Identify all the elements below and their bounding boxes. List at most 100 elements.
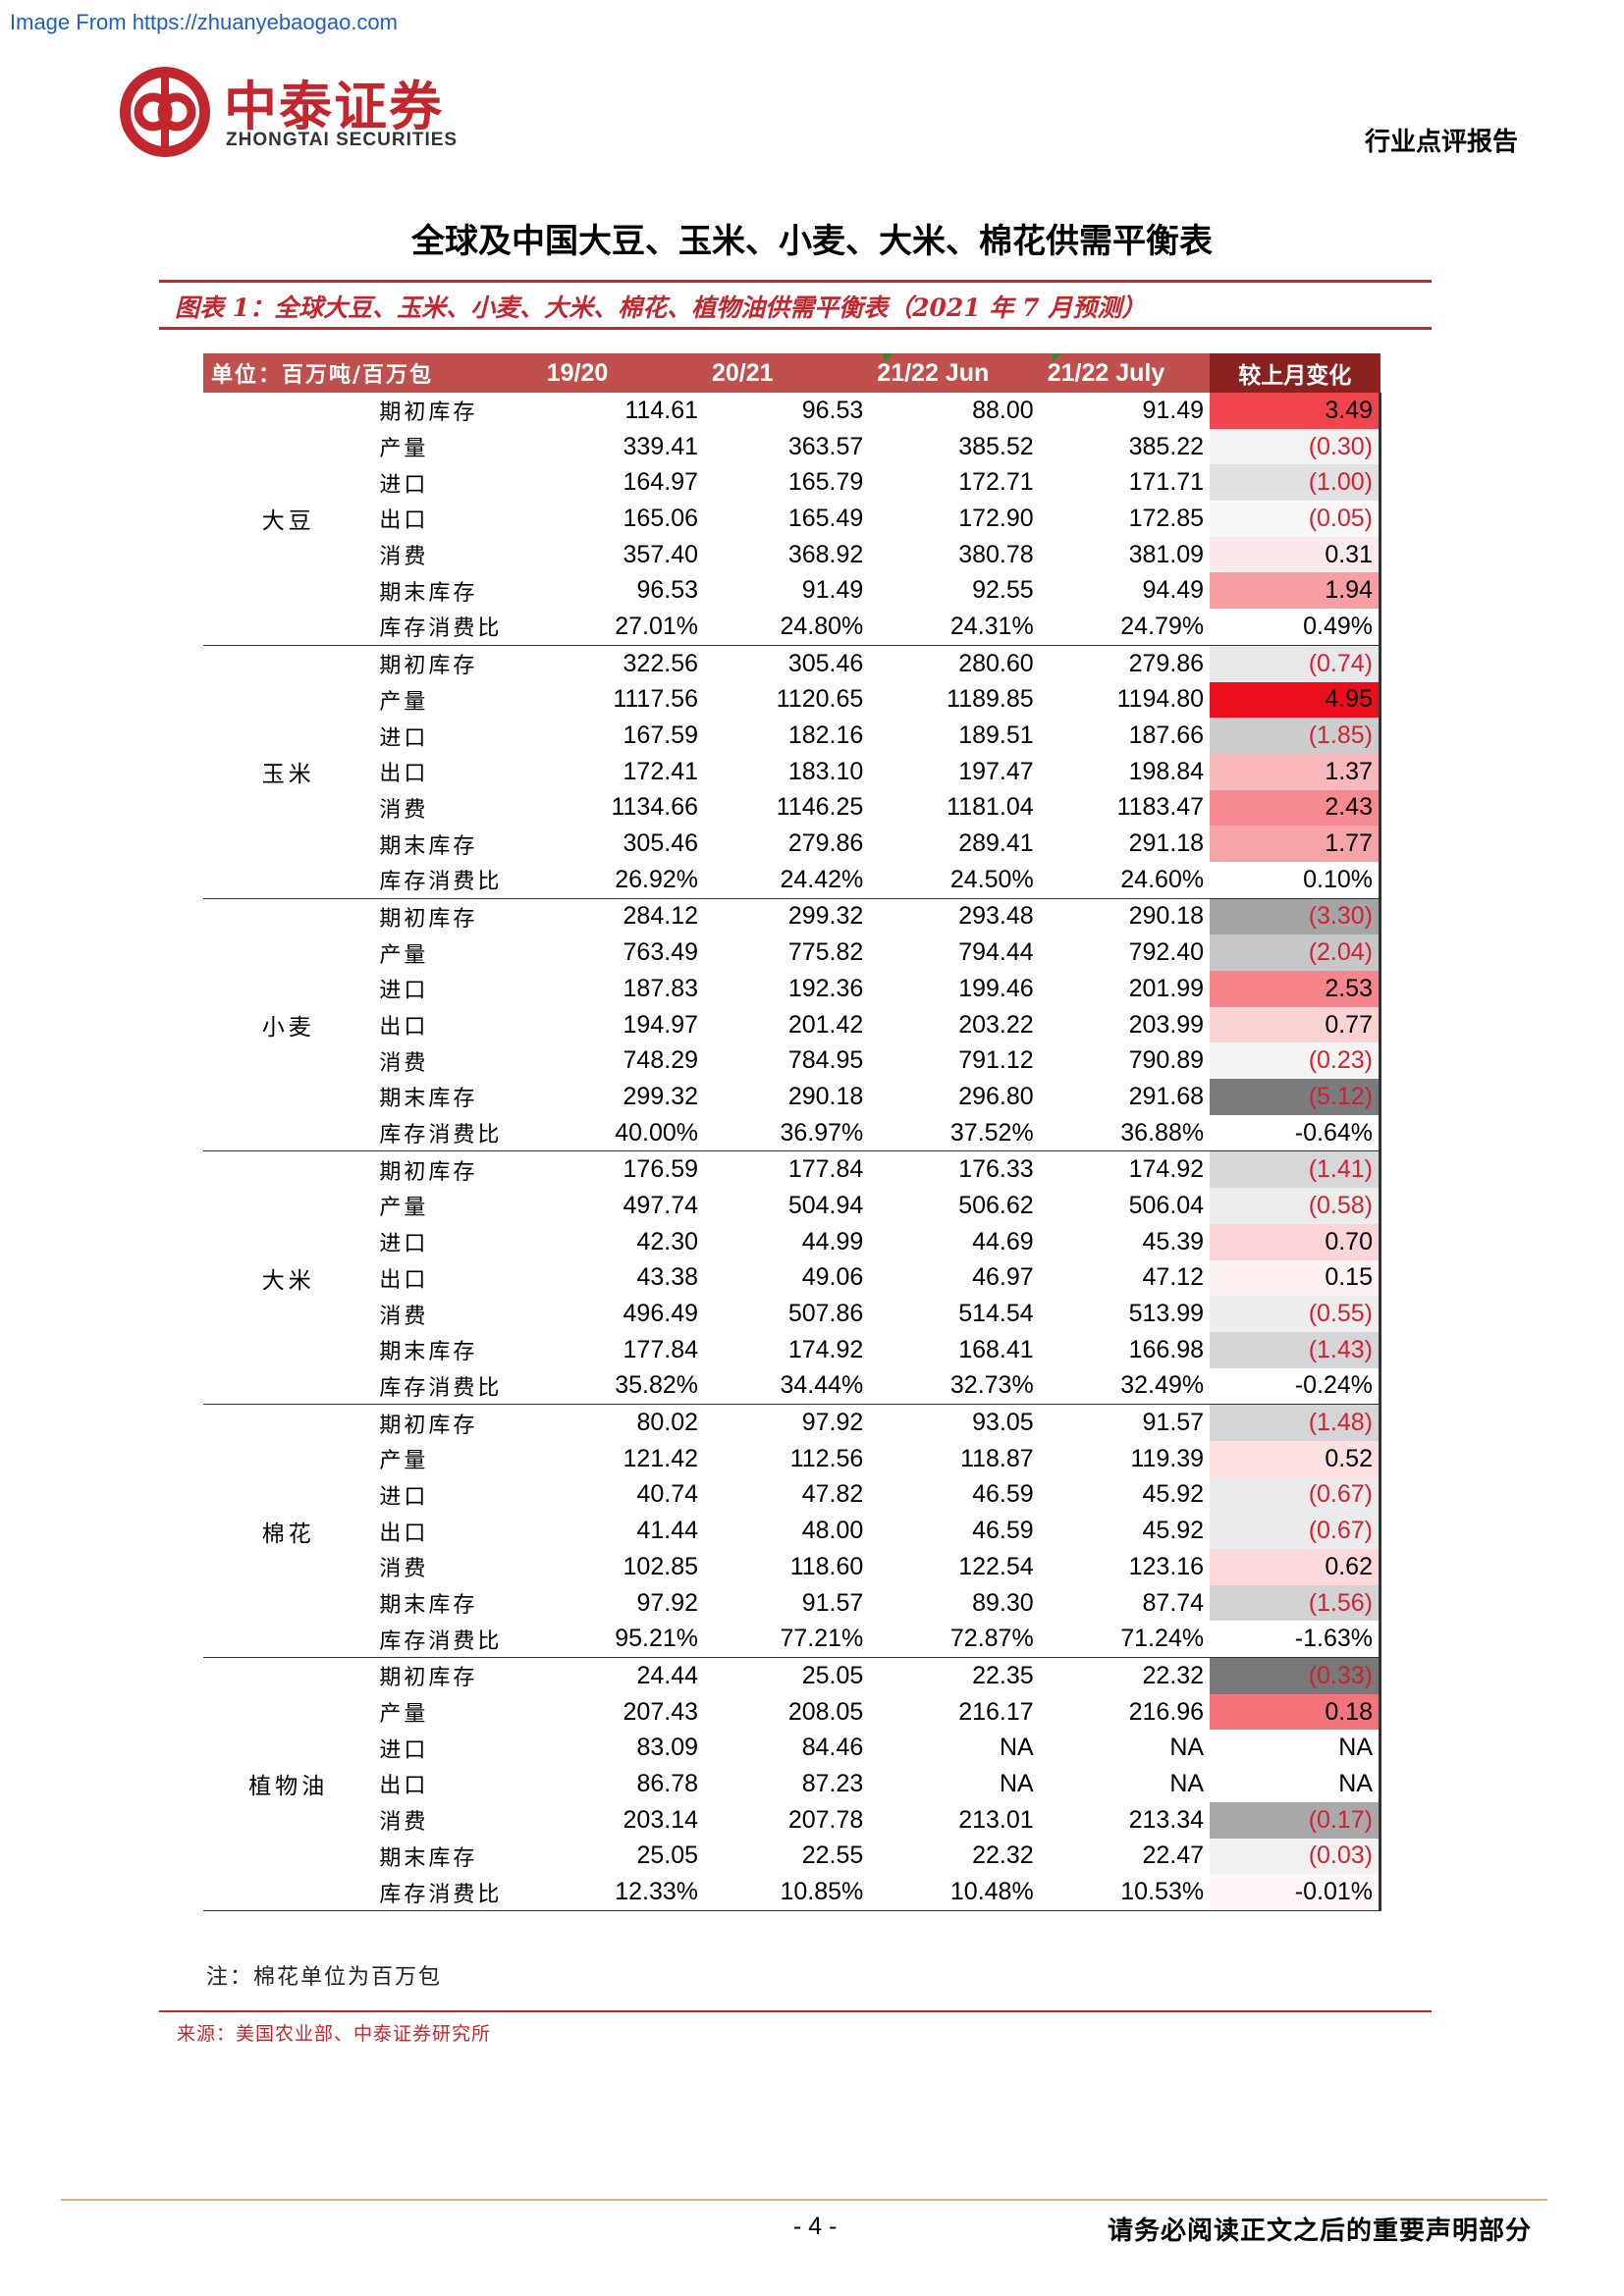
value-1920: 763.49 bbox=[623, 938, 698, 967]
value-2021: 363.57 bbox=[787, 432, 864, 460]
value-change: 0.49% bbox=[1210, 609, 1382, 646]
value-1920: 95.21% bbox=[538, 1621, 704, 1659]
table-header-row: 单位：百万吨/百万包 19/20 20/21 21/22 Jun 21/22 J… bbox=[203, 353, 1380, 393]
value-change: (0.33) bbox=[1210, 1657, 1382, 1694]
row-item-label: 出口 bbox=[379, 1774, 429, 1799]
table-row: 大豆 期初库存 114.61 96.53 88.00 91.49 3.49 bbox=[203, 393, 1382, 646]
value-change: 3.49 bbox=[1210, 393, 1382, 429]
value-2122-july: 172.85 bbox=[1128, 504, 1205, 532]
value-2122-july: 290.18 bbox=[1128, 902, 1205, 931]
value-2122-july: 36.88% bbox=[1039, 1114, 1211, 1152]
value-2122-jun: 168.41 bbox=[958, 1335, 1034, 1363]
value-2021: 174.92 bbox=[787, 1335, 864, 1363]
value-2122-july: 94.49 bbox=[1142, 576, 1205, 605]
source-url-line[interactable]: Image From https://zhuanyebaogao.com bbox=[10, 10, 398, 34]
comment-marker-icon bbox=[1053, 353, 1061, 362]
row-item-label: 期末库存 bbox=[379, 1340, 478, 1365]
value-2122-jun: 296.80 bbox=[958, 1082, 1034, 1110]
value-2122-jun: 32.73% bbox=[869, 1367, 1040, 1406]
table-row: 期末库存 97.92 91.57 89.30 87.74 (1.56) bbox=[203, 1584, 1382, 1622]
row-item-label: 产量 bbox=[379, 689, 429, 715]
value-2122-jun: 24.31% bbox=[869, 609, 1040, 646]
value-2122-jun: 122.54 bbox=[958, 1552, 1034, 1580]
value-2021: 22.55 bbox=[801, 1842, 864, 1870]
value-2122-july: NA bbox=[1169, 1769, 1205, 1797]
value-change: -0.24% bbox=[1210, 1367, 1382, 1406]
value-2021: 96.53 bbox=[801, 396, 864, 424]
value-2122-july: 71.24% bbox=[1039, 1621, 1211, 1659]
row-item-label: 库存消费比 bbox=[373, 1367, 539, 1406]
value-2122-july: 201.99 bbox=[1128, 974, 1205, 1002]
value-1920: 305.46 bbox=[623, 829, 698, 858]
row-item-label: 出口 bbox=[379, 1015, 429, 1041]
value-2122-july: 291.18 bbox=[1128, 829, 1205, 858]
value-2122-jun: NA bbox=[999, 1769, 1034, 1797]
value-change: 0.31 bbox=[1210, 536, 1382, 573]
value-2021: 299.32 bbox=[787, 902, 864, 931]
table-row: 期末库存 25.05 22.55 22.32 22.47 (0.03) bbox=[203, 1838, 1382, 1875]
table-row: 小麦 期初库存 284.12 299.32 293.48 290.18 (3.30) bbox=[203, 898, 1382, 1152]
row-item-label: 消费 bbox=[379, 1557, 429, 1582]
value-1920: 12.33% bbox=[538, 1874, 704, 1911]
row-item-label: 期末库存 bbox=[379, 580, 478, 606]
row-item-label: 期初库存 bbox=[379, 1666, 478, 1691]
value-2122-jun: 280.60 bbox=[958, 649, 1034, 677]
value-1920: 748.29 bbox=[623, 1046, 698, 1075]
value-2021: 77.21% bbox=[704, 1621, 870, 1659]
comment-marker-icon bbox=[884, 353, 893, 362]
value-1920: 35.82% bbox=[538, 1367, 704, 1406]
source-rule bbox=[159, 2010, 1432, 2012]
value-2122-jun: 791.12 bbox=[958, 1046, 1034, 1075]
value-2021: 1120.65 bbox=[776, 685, 864, 714]
value-change: (0.58) bbox=[1210, 1188, 1382, 1224]
value-2021: 279.86 bbox=[787, 829, 864, 858]
value-1920: 83.09 bbox=[636, 1734, 698, 1762]
value-change: (0.05) bbox=[1210, 501, 1382, 537]
value-2122-jun: NA bbox=[999, 1734, 1034, 1762]
row-item-label: 出口 bbox=[379, 1267, 429, 1293]
value-2122-july: 45.92 bbox=[1142, 1480, 1205, 1509]
value-2122-jun: 46.97 bbox=[972, 1263, 1034, 1292]
row-item-label: 产量 bbox=[379, 942, 429, 968]
table-row: 棉花 期初库存 80.02 97.92 93.05 91.57 (1.48) bbox=[203, 1404, 1382, 1659]
value-1920: 164.97 bbox=[623, 468, 698, 497]
value-2122-july: 22.47 bbox=[1142, 1842, 1205, 1870]
value-2021: 305.46 bbox=[787, 649, 864, 677]
value-2122-jun: 172.90 bbox=[958, 504, 1034, 532]
value-2122-jun: 46.59 bbox=[972, 1517, 1034, 1545]
value-2122-jun: 172.71 bbox=[958, 468, 1034, 497]
value-2122-jun: 176.33 bbox=[958, 1155, 1034, 1184]
row-item-label: 消费 bbox=[379, 797, 429, 823]
value-2122-july: 385.22 bbox=[1128, 432, 1205, 460]
value-2122-july: 174.92 bbox=[1128, 1155, 1205, 1184]
value-2122-jun: 380.78 bbox=[958, 540, 1034, 568]
logo-english-name: ZHONGTAI SECURITIES bbox=[226, 130, 459, 150]
value-change: -0.64% bbox=[1210, 1114, 1382, 1152]
table-row: 库存消费比 12.33% 10.85% 10.48% 10.53% -0.01% bbox=[203, 1874, 1382, 1911]
value-2122-jun: 189.51 bbox=[958, 721, 1034, 750]
value-2122-july: 10.53% bbox=[1039, 1874, 1211, 1911]
value-1920: 40.00% bbox=[538, 1114, 704, 1152]
table-row: 产量 339.41 363.57 385.52 385.22 (0.30) bbox=[203, 428, 1382, 465]
page-number: - 4 - bbox=[793, 2213, 838, 2240]
table-row: 产量 763.49 775.82 794.44 792.40 (2.04) bbox=[203, 934, 1382, 971]
value-2122-jun: 199.46 bbox=[958, 974, 1034, 1002]
value-2122-jun: 203.22 bbox=[958, 1010, 1034, 1039]
value-2122-jun: 794.44 bbox=[958, 938, 1034, 967]
value-2122-july: 513.99 bbox=[1128, 1300, 1205, 1328]
value-2122-july: 91.57 bbox=[1142, 1409, 1205, 1437]
value-change: 0.10% bbox=[1210, 861, 1382, 899]
value-1920: 1134.66 bbox=[611, 793, 698, 822]
value-2122-july: 32.49% bbox=[1039, 1367, 1211, 1406]
value-change: (1.85) bbox=[1210, 718, 1382, 754]
row-item-label: 库存消费比 bbox=[373, 1621, 539, 1659]
row-item-label: 库存消费比 bbox=[373, 609, 539, 646]
value-2021: 504.94 bbox=[787, 1191, 864, 1219]
value-2021: 91.57 bbox=[801, 1588, 864, 1617]
value-2122-july: 47.12 bbox=[1142, 1263, 1205, 1292]
value-change: (1.56) bbox=[1210, 1584, 1382, 1622]
value-2122-jun: 93.05 bbox=[972, 1409, 1034, 1437]
table-row: 库存消费比 27.01% 24.80% 24.31% 24.79% 0.49% bbox=[203, 609, 1382, 646]
row-item-label: 消费 bbox=[379, 1304, 429, 1329]
company-logo: 中泰证券 ZHONGTAI SECURITIES bbox=[116, 61, 489, 163]
